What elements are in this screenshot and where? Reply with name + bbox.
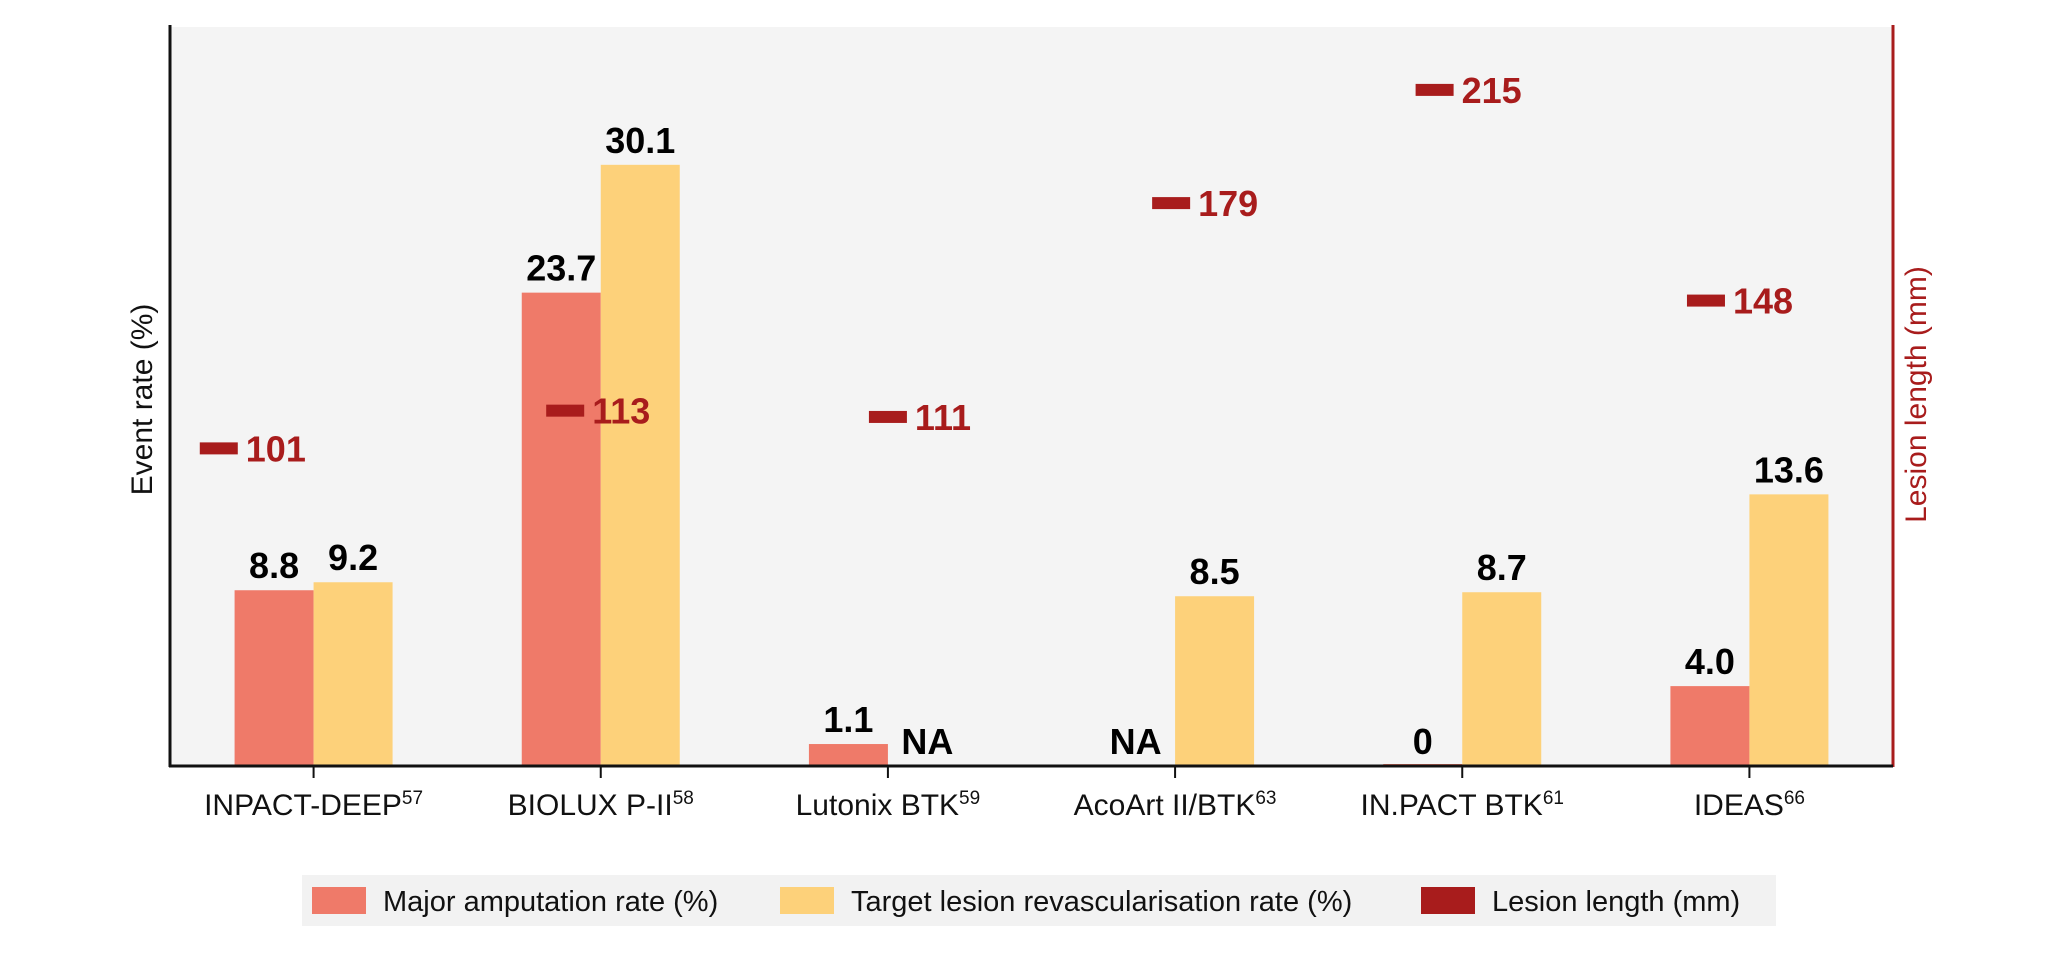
bar-tlr-2: [600, 164, 680, 767]
lesion-length-mark-6: [1686, 294, 1725, 307]
legend: Major amputation rate (%) Target lesion r…: [302, 875, 1776, 926]
legend-swatch: [1421, 887, 1475, 914]
lesion-length-label: 111: [915, 397, 971, 438]
bar-value-label: 9.2: [328, 537, 378, 578]
bar-tlr-6: [1749, 494, 1829, 766]
lesion-length-mark-5: [1415, 83, 1454, 96]
lesion-length-mark-4: [1152, 197, 1191, 210]
y2-axis-title: Lesion length (mm): [1900, 266, 1933, 523]
bar-value-label: 30.1: [605, 120, 675, 161]
x-tick-label: Lutonix BTK59: [796, 788, 981, 822]
bar-label-group: 8.8 9.2 23.7 30.1 1.1 NA NA 8.5 0 8.7 4.0 13.6: [249, 120, 1824, 762]
legend-swatch: [312, 887, 366, 914]
bar-amputation-6: [1670, 686, 1750, 766]
plot-background: [170, 27, 1893, 766]
bar-value-label: 23.7: [526, 248, 596, 289]
lesion-length-label: 179: [1198, 183, 1258, 224]
bar-amputation-3: [808, 744, 888, 766]
bar-value-label: 1.1: [823, 699, 873, 740]
bar-value-label: 13.6: [1754, 449, 1824, 490]
lesion-length-label: 113: [592, 391, 650, 432]
x-tick-label: INPACT-DEEP57: [204, 788, 423, 822]
bar-group: [234, 164, 1829, 767]
x-tick-label: IN.PACT BTK61: [1361, 788, 1564, 822]
y-axis-title: Event rate (%): [126, 304, 159, 496]
legend-label: Target lesion revascularisation rate (%): [851, 886, 1352, 918]
lesion-length-label: 148: [1733, 281, 1793, 322]
x-tick-group: INPACT-DEEP57 BIOLUX P-II58 Lutonix BTK59 A…: [204, 766, 1805, 822]
bar-value-label: NA: [1110, 721, 1162, 762]
legend-background: [302, 875, 1776, 926]
lesion-length-mark-1: [199, 442, 238, 455]
x-tick-label: BIOLUX P-II58: [508, 788, 694, 822]
lesion-length-label: 101: [246, 428, 306, 469]
bar-amputation-2: [521, 292, 601, 766]
legend-swatch: [780, 887, 834, 914]
bar-value-label: 4.0: [1685, 641, 1735, 682]
bar-value-label: 8.7: [1477, 547, 1527, 588]
bar-amputation-1: [234, 590, 314, 766]
x-tick-label: IDEAS66: [1694, 788, 1805, 822]
bar-tlr-1: [313, 582, 393, 766]
lesion-length-mark-2: [546, 404, 585, 417]
bar-tlr-4: [1175, 596, 1255, 766]
lesion-length-label: 215: [1462, 70, 1522, 111]
bar-value-label: 0: [1413, 721, 1433, 762]
legend-label: Major amputation rate (%): [383, 886, 718, 918]
lesion-length-mark-3: [868, 410, 907, 423]
lesion-length-marks: 101 113 111 179 215 148: [199, 70, 1793, 469]
x-tick-label: AcoArt II/BTK63: [1074, 788, 1277, 822]
legend-label: Lesion length (mm): [1492, 886, 1740, 918]
bar-tlr-5: [1462, 592, 1542, 766]
bar-value-label: 8.8: [249, 545, 299, 586]
bar-value-label: NA: [901, 721, 953, 762]
bar-value-label: 8.5: [1190, 551, 1240, 592]
